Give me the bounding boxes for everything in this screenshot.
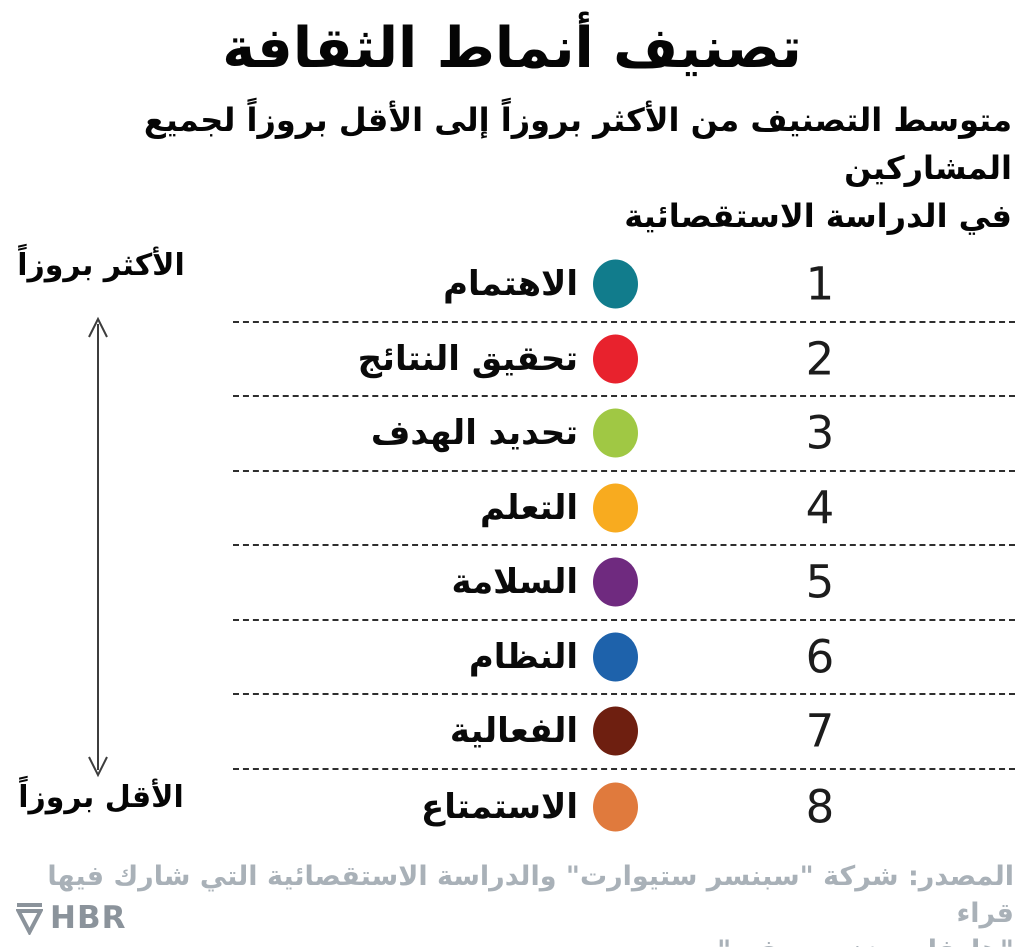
rank-row: 2 تحقيق النتائج [233,323,1015,397]
category-label: الاستمتاع [421,786,578,827]
double-arrow-icon [88,316,108,778]
category-label: الفعالية [449,711,578,752]
rank-number: 7 [805,704,835,758]
chart-subtitle: متوسط التصنيف من الأكثر بروزاً إلى الأقل… [12,96,1012,240]
category-dot-icon [593,632,638,682]
rank-number: 8 [805,780,835,834]
category-dot-icon [593,782,638,832]
category-label: التعلم [479,487,578,528]
subtitle-line-1: متوسط التصنيف من الأكثر بروزاً إلى الأقل… [143,101,1012,187]
category-dot-icon [593,334,638,384]
rank-number: 2 [805,332,835,386]
category-dot-icon [593,408,638,458]
hbr-logo-text: HBR [50,900,127,936]
axis-bottom-label: الأقل بروزاً [18,780,184,815]
category-label: الاهتمام [443,264,578,305]
rank-list: 1 الاهتمام 2 تحقيق النتائج 3 تحديد الهدف… [233,248,1015,844]
source-line-1: المصدر: شركة "سبنسر ستيوارت" والدراسة ال… [47,861,1014,929]
category-dot-icon [593,259,638,309]
category-dot-icon [593,557,638,607]
hbr-logo: HBR [16,901,126,935]
category-dot-icon [593,483,638,533]
subtitle-line-2: في الدراسة الاستقصائية [624,197,1012,235]
category-dot-icon [593,706,638,756]
rank-number: 5 [805,555,835,609]
shield-icon [16,902,43,935]
source-line-2: "هارفارد بزنس ريفيو". [10,932,1014,947]
rank-row: 3 تحديد الهدف [233,397,1015,472]
axis-top-label: الأكثر بروزاً [17,248,185,283]
rank-number: 6 [805,630,835,684]
category-label: السلامة [451,562,578,603]
rank-row: 4 التعلم [233,472,1015,546]
rank-row: 1 الاهتمام [233,248,1015,323]
rank-row: 7 الفعالية [233,695,1015,770]
rank-number: 4 [805,481,835,535]
rank-row: 6 النظام [233,621,1015,695]
category-label: تحقيق النتائج [357,338,578,379]
category-label: تحديد الهدف [370,413,578,454]
category-label: النظام [468,636,578,677]
rank-number: 3 [805,406,835,460]
rank-row: 8 الاستمتاع [233,770,1015,845]
source-note: المصدر: شركة "سبنسر ستيوارت" والدراسة ال… [10,858,1014,947]
page-title: تصنيف أنماط الثقافة [222,16,802,81]
rank-number: 1 [805,257,835,311]
rank-row: 5 السلامة [233,546,1015,621]
